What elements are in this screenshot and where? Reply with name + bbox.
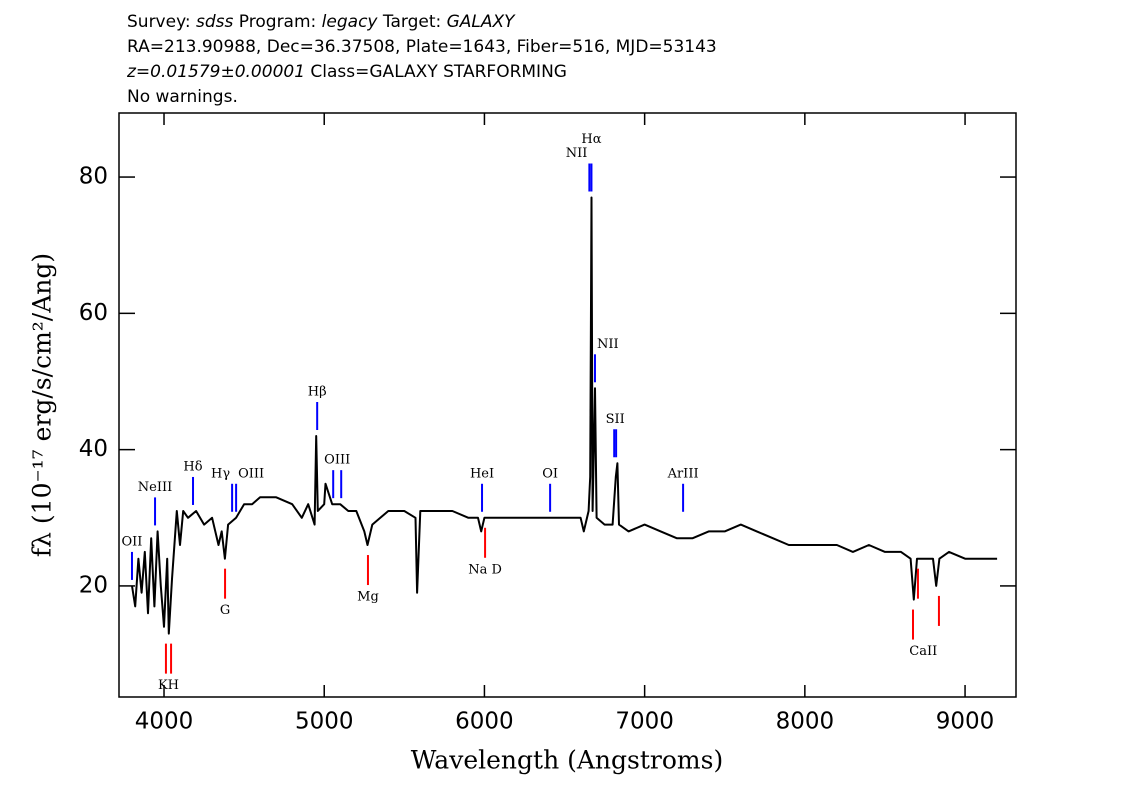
- line-label: OI: [542, 466, 558, 481]
- header-text: z=0.01579±0.00001: [126, 62, 305, 82]
- line-label: Mg: [357, 590, 379, 605]
- header-line: z=0.01579±0.00001 Class=GALAXY STARFORMI…: [126, 62, 567, 82]
- line-label: Hγ: [211, 466, 230, 481]
- header-text: Program:: [233, 12, 321, 32]
- header-line: Survey: sdss Program: legacy Target: GAL…: [127, 12, 516, 32]
- y-tick-label: 80: [79, 164, 108, 190]
- header-text: Survey:: [127, 12, 196, 32]
- line-label: OIII: [238, 466, 264, 481]
- plot-frame: [118, 112, 1017, 698]
- header-text: No warnings.: [127, 87, 238, 107]
- line-label: SII: [606, 412, 625, 427]
- x-tick-label: 4000: [135, 709, 194, 735]
- y-tick-label: 40: [79, 436, 108, 462]
- line-label: OIII: [324, 453, 350, 468]
- line-label: ArIII: [667, 466, 699, 481]
- x-tick-label: 7000: [615, 709, 674, 735]
- header-text: RA=213.90988, Dec=36.37508, Plate=1643, …: [127, 37, 717, 57]
- header-text: Class=GALAXY STARFORMING: [305, 62, 567, 82]
- header-text: legacy: [322, 12, 379, 32]
- header-text: GALAXY: [447, 12, 517, 32]
- header-line: RA=213.90988, Dec=36.37508, Plate=1643, …: [127, 37, 717, 57]
- header-text: sdss: [196, 12, 234, 32]
- header-text: Target:: [377, 12, 446, 32]
- line-label: NII: [597, 337, 619, 352]
- line-label: G: [220, 603, 230, 618]
- x-axis-label: Wavelength (Angstroms): [411, 746, 723, 775]
- line-label: Hα: [581, 132, 601, 147]
- y-tick-label: 60: [79, 300, 108, 326]
- line-label: OII: [122, 534, 143, 549]
- line-label: NeIII: [138, 480, 172, 495]
- x-tick-label: 8000: [776, 709, 835, 735]
- x-tick-label: 9000: [936, 709, 995, 735]
- line-label: CaII: [909, 644, 937, 659]
- x-tick-label: 6000: [455, 709, 514, 735]
- x-tick-label: 5000: [295, 709, 354, 735]
- line-label: KH: [158, 678, 179, 693]
- line-label: Na D: [468, 562, 502, 577]
- line-label: Hβ: [308, 385, 327, 400]
- spectrum-line: [131, 196, 998, 635]
- line-label: Hδ: [183, 459, 202, 474]
- line-label: HeI: [470, 466, 494, 481]
- header-line: No warnings.: [127, 87, 238, 107]
- y-tick-label: 20: [79, 572, 108, 598]
- y-axis-label: fλ (10⁻¹⁷ erg/s/cm²/Ang): [28, 253, 57, 557]
- line-label: NII: [566, 146, 588, 161]
